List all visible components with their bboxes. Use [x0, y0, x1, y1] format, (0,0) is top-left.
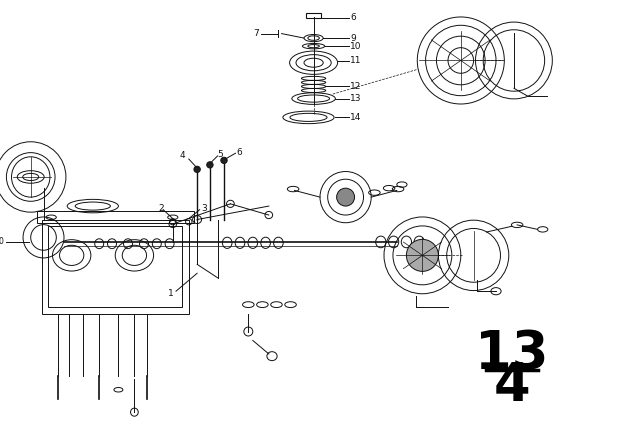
Text: 11: 11 [350, 56, 362, 65]
Text: 1: 1 [168, 289, 173, 298]
Text: 6: 6 [237, 148, 243, 157]
Text: 0: 0 [0, 237, 3, 246]
Text: 12: 12 [350, 82, 362, 90]
Ellipse shape [194, 166, 200, 172]
Text: 7: 7 [253, 29, 259, 38]
Text: 3: 3 [201, 204, 207, 213]
Circle shape [406, 239, 438, 271]
Circle shape [337, 188, 355, 206]
Text: 2: 2 [159, 204, 164, 213]
Ellipse shape [221, 157, 227, 164]
Text: 4: 4 [493, 360, 531, 412]
Text: 14: 14 [350, 113, 362, 122]
Bar [48, 226, 182, 307]
Bar [306, 13, 321, 18]
Text: 5: 5 [218, 150, 223, 159]
Text: 9: 9 [350, 34, 356, 43]
Bar [37, 211, 194, 223]
Text: 6: 6 [350, 13, 356, 22]
Ellipse shape [207, 162, 213, 168]
Bar [42, 220, 189, 314]
Text: 13: 13 [350, 94, 362, 103]
Text: 13: 13 [476, 328, 548, 380]
Text: 4: 4 [179, 151, 185, 160]
Text: 10: 10 [350, 42, 362, 51]
